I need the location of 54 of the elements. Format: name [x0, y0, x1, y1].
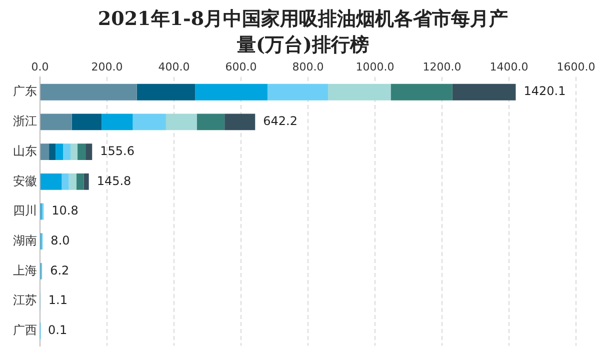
bar: [452, 84, 516, 100]
bar: [195, 84, 268, 100]
bar: [390, 84, 452, 100]
x-tick-label: 0.0: [31, 60, 49, 74]
total-label: 6.2: [50, 263, 70, 278]
bar: [196, 114, 225, 130]
bar: [68, 173, 77, 190]
bar: [224, 114, 256, 130]
bar: [166, 114, 197, 130]
total-label: 10.8: [52, 204, 78, 218]
x-tick-label: 1000.0: [356, 60, 394, 74]
total-label: 0.1: [48, 323, 68, 338]
bar: [49, 144, 56, 160]
y-tick-label: 山东: [13, 144, 37, 158]
bar: [86, 144, 92, 160]
y-tick-label: 安徽: [13, 174, 37, 188]
total-label: 1.1: [48, 293, 68, 308]
bar: [40, 114, 72, 130]
y-tick-label: 湖南: [13, 233, 37, 248]
bar: [267, 84, 328, 100]
bar: [136, 84, 196, 100]
x-tick-label: 1200.0: [422, 60, 462, 74]
total-label: 642.2: [263, 114, 298, 128]
bar: [328, 84, 391, 100]
bar: [72, 114, 102, 130]
total-label: 1420.1: [524, 84, 566, 98]
y-tick-label: 广西: [13, 323, 37, 338]
bar: [76, 173, 84, 190]
x-tick-label: 600.0: [225, 60, 257, 74]
y-tick-label: 四川: [13, 204, 37, 218]
bar: [40, 173, 62, 190]
y-tick-label: 广东: [13, 84, 37, 98]
x-tick-label: 800.0: [292, 60, 324, 74]
x-tick-label: 400.0: [158, 60, 190, 74]
bar: [78, 144, 86, 160]
y-tick-label: 浙江: [13, 114, 37, 128]
bar: [132, 114, 166, 130]
total-label: 145.8: [96, 174, 132, 188]
x-tick-label: 1400.0: [490, 60, 528, 74]
total-label: 8.0: [50, 233, 70, 248]
x-tick-label: 200.0: [91, 60, 123, 74]
bar: [63, 144, 70, 160]
bar: [84, 173, 89, 190]
bar: [40, 84, 137, 100]
total-label: 155.6: [100, 144, 134, 158]
bar: [56, 144, 64, 160]
bar: [70, 144, 78, 160]
y-tick-label: 上海: [13, 263, 37, 278]
x-tick-label: 1600.0: [556, 60, 596, 74]
bar: [62, 173, 69, 190]
y-tick-label: 江苏: [13, 293, 37, 308]
chart-title: 2021年1-8月中国家用吸排油烟机各省市每月产量(万台)排行榜: [96, 7, 510, 58]
bar: [40, 144, 50, 160]
bar: [102, 114, 133, 130]
